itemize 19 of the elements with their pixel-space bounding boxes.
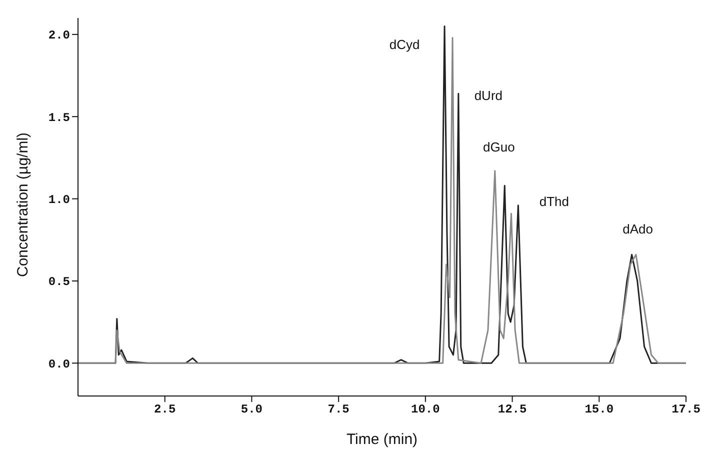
annotation: dCyd (389, 36, 420, 52)
y-tick-label: 1.5 (48, 110, 70, 125)
x-tick-label: 15.0 (584, 402, 614, 417)
x-tick-label: 10.0 (411, 402, 440, 417)
x-tick-label: 7.5 (328, 402, 350, 417)
x-tick-label: 5.0 (240, 402, 263, 417)
annotation: dAdo (622, 221, 653, 236)
y-tick-label: 2.0 (48, 28, 70, 43)
y-axis-title: Concentration (µg/ml) (14, 132, 32, 277)
annotation: dThd (539, 194, 570, 209)
x-axis-title: Time (min) (346, 431, 418, 448)
x-tick-label: 2.5 (154, 402, 176, 417)
y-tick-label: 1.0 (48, 193, 70, 208)
annotation: dUrd (474, 88, 503, 104)
x-tick-label: 17.5 (672, 402, 700, 417)
y-tick-label: 0.0 (48, 357, 70, 372)
annotation: dGuo (483, 139, 515, 154)
x-tick-label: 12.5 (498, 402, 527, 417)
y-tick-label: 0.5 (48, 275, 70, 290)
